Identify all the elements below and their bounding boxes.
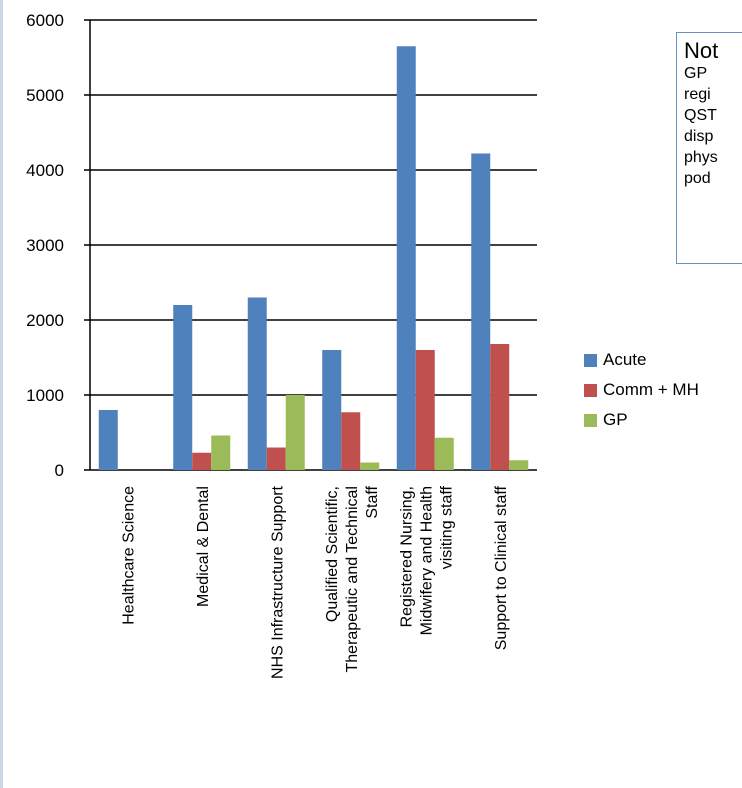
legend-label: Comm + MH bbox=[603, 380, 699, 399]
category-label-line: Therapeutic and Technical bbox=[344, 486, 361, 673]
category-label-line: Qualified Scientific, bbox=[324, 486, 341, 622]
bars bbox=[98, 46, 529, 470]
category-label: Healthcare Science bbox=[120, 486, 137, 625]
category-label: Support to Clinical staff bbox=[493, 485, 510, 650]
category-label: Qualified Scientific, Therapeutic and Tec… bbox=[324, 485, 381, 672]
bar-acute bbox=[471, 153, 491, 470]
y-tick-label: 6000 bbox=[26, 11, 64, 30]
bar-acute bbox=[173, 305, 193, 470]
bar-comm-mh bbox=[490, 344, 510, 470]
y-tick-label: 0 bbox=[55, 461, 64, 480]
category-label-line: Midwifery and Health bbox=[418, 486, 435, 635]
note-line: phys bbox=[684, 149, 718, 166]
note-line: disp bbox=[684, 128, 714, 145]
bar-comm-mh bbox=[192, 452, 212, 470]
category-label-line: Registered Nursing, bbox=[398, 486, 415, 627]
category-labels: Healthcare Science Medical & Dental NHS In… bbox=[120, 485, 510, 679]
y-axis-ticks: 0 1000 2000 3000 4000 5000 6000 bbox=[26, 11, 90, 480]
category-label-line: Staff bbox=[364, 485, 381, 518]
category-label-line: Support to Clinical staff bbox=[493, 485, 510, 650]
y-tick-label: 1000 bbox=[26, 386, 64, 405]
gridlines bbox=[90, 19, 537, 471]
category-label-line: visiting staff bbox=[438, 485, 455, 569]
y-tick-label: 3000 bbox=[26, 236, 64, 255]
category-label-line: Healthcare Science bbox=[120, 486, 137, 625]
note-line: pod bbox=[684, 170, 711, 187]
legend-swatch bbox=[584, 383, 597, 397]
note-title: Not bbox=[684, 38, 719, 63]
legend-item-gp: GP bbox=[584, 405, 699, 435]
bar-acute bbox=[396, 46, 416, 470]
bar-comm-mh bbox=[341, 412, 361, 470]
bar-acute bbox=[247, 297, 267, 470]
note-box: Not GP regi QST disp phys pod bbox=[676, 32, 742, 264]
category-label: Registered Nursing, Midwifery and Health v… bbox=[398, 485, 455, 635]
legend-item-acute: Acute bbox=[584, 345, 699, 375]
legend-item-comm-mh: Comm + MH bbox=[584, 375, 699, 405]
note-line: QST bbox=[684, 107, 717, 124]
panel-left-edge bbox=[0, 0, 3, 788]
bar-acute bbox=[98, 410, 118, 470]
bar-comm-mh bbox=[266, 447, 286, 470]
bar-comm-mh bbox=[415, 350, 435, 470]
bar-gp bbox=[211, 435, 231, 470]
bar-gp bbox=[285, 395, 305, 470]
bar-gp bbox=[360, 462, 380, 470]
legend-label: Acute bbox=[603, 350, 647, 369]
bar-acute bbox=[322, 350, 342, 470]
legend-swatch bbox=[584, 353, 597, 367]
note-line: GP bbox=[684, 65, 708, 82]
note-line: regi bbox=[684, 86, 711, 103]
y-tick-label: 5000 bbox=[26, 86, 64, 105]
category-label: Medical & Dental bbox=[195, 486, 212, 607]
y-tick-label: 2000 bbox=[26, 311, 64, 330]
category-label-line: NHS Infrastructure Support bbox=[269, 485, 286, 679]
legend-swatch bbox=[584, 413, 597, 427]
legend-label: GP bbox=[603, 410, 628, 429]
bar-gp bbox=[434, 437, 454, 470]
category-label-line: Medical & Dental bbox=[195, 486, 212, 607]
legend: Acute Comm + MH GP bbox=[584, 345, 699, 435]
category-label: NHS Infrastructure Support bbox=[269, 485, 286, 679]
bar-gp bbox=[509, 460, 529, 470]
y-tick-label: 4000 bbox=[26, 161, 64, 180]
